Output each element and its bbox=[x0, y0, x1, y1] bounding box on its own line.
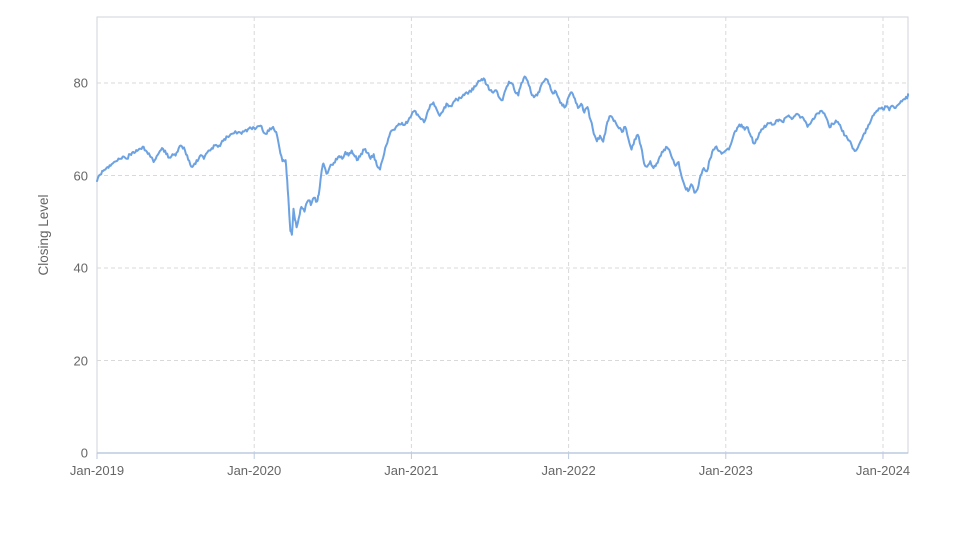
y-axis-tick-label: 60 bbox=[73, 168, 88, 183]
plot-border bbox=[96, 16, 909, 454]
x-axis-tick-label: Jan-2024 bbox=[855, 463, 911, 478]
y-axis-tick-label: 80 bbox=[73, 75, 88, 91]
y-axis-title: Closing Level bbox=[36, 194, 51, 276]
y-axis-tick-label: 0 bbox=[80, 445, 88, 461]
x-axis-tick-label: Jan-2019 bbox=[69, 463, 125, 478]
x-axis-tick-label: Jan-2022 bbox=[541, 463, 596, 478]
x-axis-tick-label: Jan-2021 bbox=[384, 463, 439, 478]
y-axis-tick-label: 20 bbox=[73, 353, 88, 368]
x-axis-tick-label: Jan-2023 bbox=[698, 463, 753, 478]
x-axis-tick-label: Jan-2020 bbox=[227, 463, 282, 478]
closing-level-series-line bbox=[96, 75, 909, 236]
y-axis-tick-label: 40 bbox=[73, 260, 88, 276]
